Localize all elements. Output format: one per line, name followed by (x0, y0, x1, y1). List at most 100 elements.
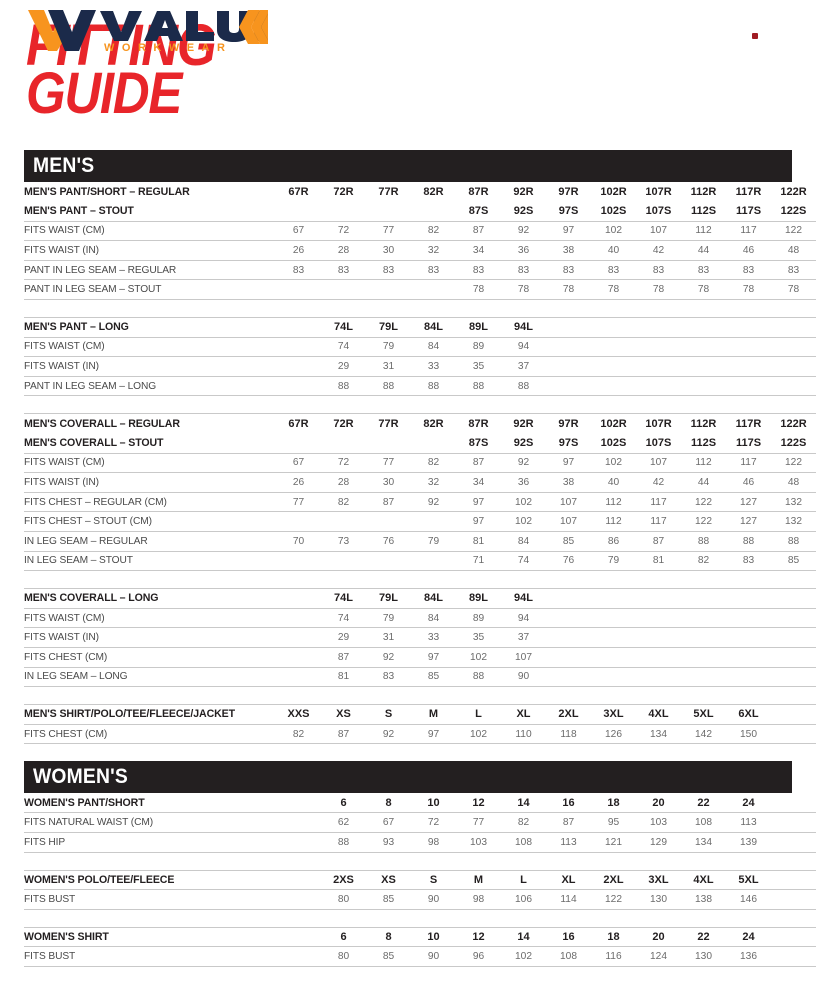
cell (771, 704, 816, 725)
cell: 83 (366, 260, 411, 281)
cell: 106 (501, 889, 546, 910)
row-label: PANT IN LEG SEAM – REGULAR (24, 260, 276, 281)
cell (591, 376, 636, 397)
cell: 83 (591, 260, 636, 281)
cell: 87 (456, 453, 501, 474)
cell: 83 (726, 551, 771, 572)
cell (636, 356, 681, 377)
cell: 116 (591, 946, 636, 967)
cell: 83 (501, 260, 546, 281)
cell: 122R (780, 185, 807, 198)
cell: 97R (546, 413, 591, 434)
row-label: MEN'S COVERALL – STOUT (24, 433, 276, 454)
cell: 83 (726, 260, 771, 281)
cell: 67 (366, 812, 411, 834)
cell: 98 (411, 832, 456, 853)
cell: 70 (276, 531, 321, 552)
cell: 79L (366, 317, 411, 338)
cell: 85 (771, 551, 816, 572)
cell (771, 376, 816, 397)
cell: 77R (366, 413, 411, 434)
cell: 88 (456, 667, 501, 688)
cell: 102R (591, 413, 636, 434)
cell: 83 (636, 260, 681, 281)
cell: 87R (456, 413, 501, 434)
cell: 122 (591, 889, 636, 910)
cell: 87 (321, 724, 366, 745)
cell: 85 (411, 667, 456, 688)
cell: 118 (546, 724, 591, 745)
cell: 134 (681, 832, 726, 853)
cell: 117 (636, 511, 681, 532)
cell: 92S (501, 433, 546, 454)
size-table-womens-shirt: WOMEN'S SHIRT 6 8 10 12 14 16 18 20 22 24 FITS BUST… (24, 926, 816, 967)
cell: 102S (591, 201, 636, 222)
row-label: FITS BUST (24, 889, 276, 910)
cell: 46 (726, 240, 771, 261)
cell (636, 337, 681, 358)
cell: 6XL (726, 704, 771, 725)
cell: 14 (501, 926, 546, 948)
cell (771, 889, 816, 910)
cell: 117 (636, 492, 681, 513)
cell (681, 337, 726, 358)
cell: S (366, 704, 411, 725)
cell: 33 (411, 627, 456, 648)
row-label: FITS CHEST (CM) (24, 647, 276, 668)
cell: 108 (681, 812, 726, 834)
table-row: FITS WAIST (CM) 67 72 77 82 87 92 97 102 107 112 11… (24, 453, 816, 474)
cell: 142 (681, 724, 726, 745)
cell: 127 (726, 511, 771, 532)
cell: 83 (771, 260, 816, 281)
table-row: FITS WAIST (IN)2628303234363840424446485… (24, 240, 816, 261)
row-label: FITS CHEST – STOUT (CM) (24, 511, 276, 532)
cell: 92S (501, 201, 546, 222)
cell: 102R (600, 185, 627, 198)
cell (366, 551, 411, 572)
cell: 71 (456, 551, 501, 572)
cell: 122 (771, 221, 816, 242)
cell (591, 667, 636, 688)
cell: 76 (546, 551, 591, 572)
cell: 150 (726, 724, 771, 745)
cell (591, 356, 636, 377)
cell: 72 (321, 221, 366, 242)
table-row: PANT IN LEG SEAM – STOUT 78 78 78 78 78 78 78 78… (24, 279, 816, 301)
cell (771, 793, 816, 814)
size-table-womens-pant-short: WOMEN'S PANT/SHORT 6 8 10 12 14 16 18 20 22 24 FITS… (24, 793, 816, 853)
cell: 87 (456, 221, 501, 242)
cell (276, 889, 321, 910)
cell: 79 (411, 531, 456, 552)
cell (681, 317, 726, 338)
cell: 92R (501, 413, 546, 434)
cell: 122S (771, 433, 816, 454)
cell: 93 (366, 832, 411, 853)
cell: 97S (546, 201, 591, 222)
cell (276, 511, 321, 532)
cell: 130 (636, 889, 681, 910)
cell (636, 647, 681, 668)
table-row: FITS CHEST – REGULAR (CM) 77 82 87 92 97 102 10… (24, 492, 816, 513)
cell: XL (546, 869, 591, 891)
page-header: FITTING GUIDE WORKWEAR (0, 0, 816, 150)
cell (366, 279, 411, 301)
cell: 82R (411, 413, 456, 434)
block-spacer (24, 910, 792, 927)
cell: 88 (321, 376, 366, 397)
cell (771, 356, 816, 377)
cell: 74L (321, 317, 366, 338)
cell: 72 (411, 812, 456, 834)
cell: 90 (501, 667, 546, 688)
cell (276, 926, 321, 948)
cell (276, 647, 321, 668)
cell (546, 647, 591, 668)
cell (276, 793, 321, 814)
cell: 8 (366, 926, 411, 948)
cell: 94L (501, 588, 546, 609)
cell: 33 (411, 356, 456, 377)
cell: XS (366, 869, 411, 891)
cell: 48 (771, 472, 816, 493)
cell: 22 (681, 926, 726, 948)
row-label: MEN'S SHIRT/POLO/TEE/FLEECE/JACKET (24, 704, 276, 725)
cell (636, 317, 681, 338)
